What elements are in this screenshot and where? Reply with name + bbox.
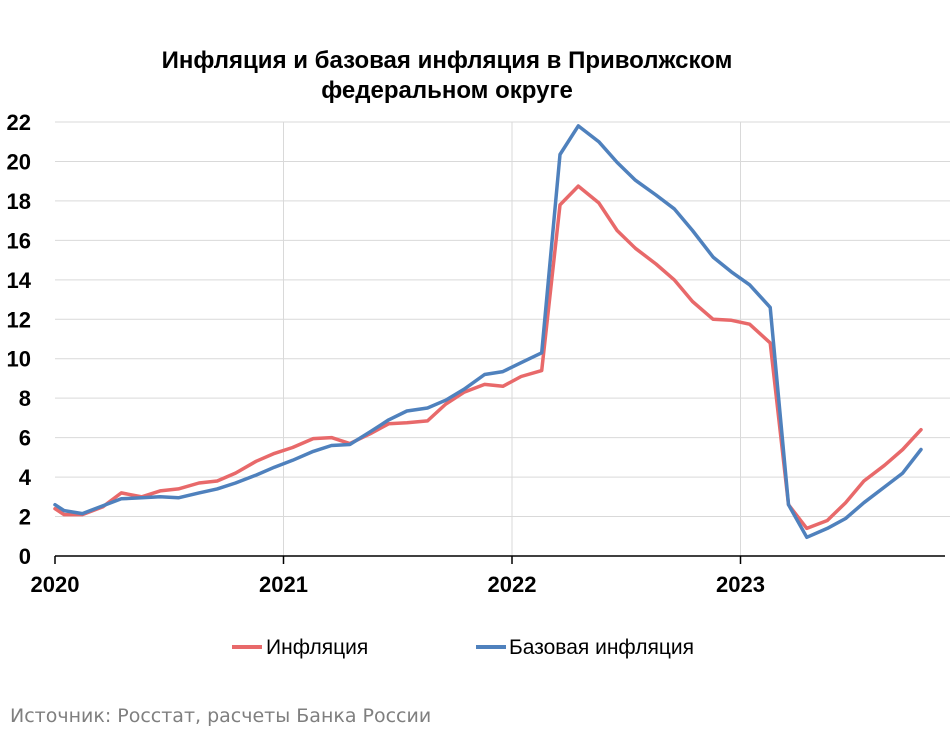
grid bbox=[55, 121, 950, 556]
x-tick-label-2021: 2021 bbox=[259, 572, 308, 597]
y-tick-label-20: 20 bbox=[7, 149, 31, 174]
y-tick-label-16: 16 bbox=[7, 228, 31, 253]
y-tick-label-4: 4 bbox=[19, 465, 32, 490]
y-tick-label-22: 22 bbox=[7, 110, 31, 135]
y-tick-label-6: 6 bbox=[19, 426, 31, 451]
legend-label-inflation: Инфляция bbox=[266, 636, 368, 659]
x-tick-label-2020: 2020 bbox=[31, 572, 80, 597]
y-tick-label-0: 0 bbox=[19, 544, 31, 569]
y-tick-label-14: 14 bbox=[7, 268, 32, 293]
x-tick-label-2023: 2023 bbox=[716, 572, 765, 597]
y-tick-label-2: 2 bbox=[19, 505, 31, 530]
y-tick-label-18: 18 bbox=[7, 189, 31, 214]
y-axis-ticks: 0 2 4 6 8 10 12 14 16 18 20 22 bbox=[7, 110, 32, 569]
legend-label-core-inflation: Базовая инфляция bbox=[509, 636, 694, 659]
source-note: Источник: Росстат, расчеты Банка России bbox=[10, 705, 432, 727]
y-tick-label-8: 8 bbox=[19, 386, 31, 411]
chart-title-line-1: Инфляция и базовая инфляция в Приволжско… bbox=[162, 47, 733, 74]
legend: Инфляция Базовая инфляция bbox=[232, 636, 694, 659]
x-tick-label-2022: 2022 bbox=[488, 572, 537, 597]
x-axis-ticks: 2020 2021 2022 2023 bbox=[31, 556, 765, 597]
series-lines bbox=[53, 124, 923, 540]
y-tick-label-10: 10 bbox=[7, 347, 31, 372]
chart-title-line-2: федеральном округе bbox=[321, 77, 573, 104]
series-line-core-inflation bbox=[53, 124, 923, 540]
y-tick-label-12: 12 bbox=[7, 307, 31, 332]
series-line-inflation bbox=[53, 184, 923, 531]
